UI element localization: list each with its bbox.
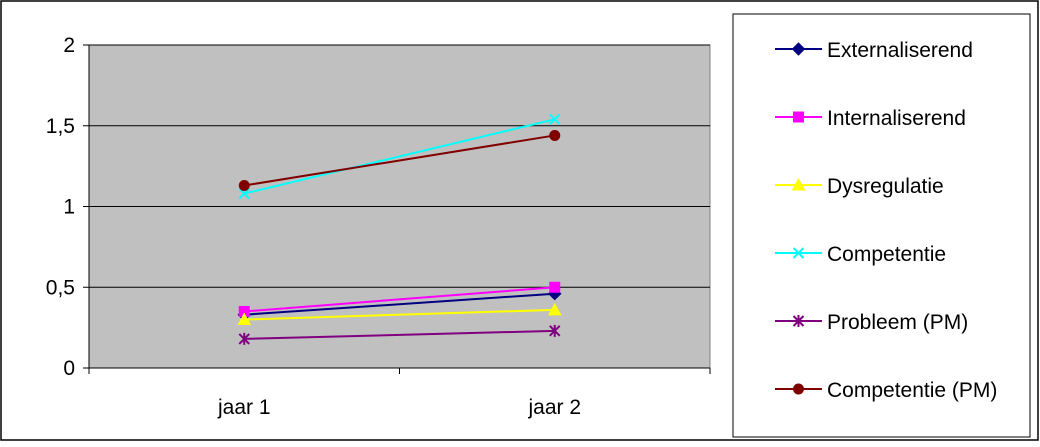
- legend-label: Competentie (PM): [827, 379, 997, 402]
- legend-item: Internaliserend: [775, 107, 966, 130]
- data-point: [238, 180, 250, 192]
- y-tick-label: 2: [63, 34, 75, 57]
- legend-label: Dysregulatie: [827, 175, 944, 198]
- data-point: [793, 383, 804, 395]
- x-tick-label: jaar 1: [217, 396, 271, 419]
- series-probleem-pm: [238, 324, 561, 345]
- data-point: [791, 177, 806, 191]
- legend: Externaliserend Internaliserend Dysregulat…: [775, 39, 997, 402]
- data-point: [791, 42, 806, 56]
- data-point: [237, 312, 252, 326]
- data-point: [238, 332, 250, 345]
- legend-label: Internaliserend: [827, 107, 966, 130]
- gridlines: [89, 44, 710, 288]
- series: [237, 113, 562, 345]
- legend-label: Externaliserend: [827, 39, 973, 62]
- legend-item: Competentie: [775, 243, 946, 266]
- data-point: [549, 324, 561, 337]
- series-line: [244, 292, 555, 316]
- series-line: [244, 308, 555, 321]
- y-tick-label: 1: [63, 196, 75, 219]
- data-point: [547, 302, 562, 316]
- legend-item: Externaliserend: [775, 39, 973, 62]
- data-point: [792, 247, 805, 259]
- x-tick-label: jaar 2: [527, 396, 581, 419]
- data-point: [793, 111, 804, 123]
- legend-item: Probleem (PM): [775, 311, 968, 334]
- y-tick-label: 0,5: [46, 276, 75, 299]
- legend-item: Dysregulatie: [775, 175, 944, 198]
- series-line: [244, 329, 555, 340]
- series-line: [244, 118, 555, 195]
- series-competentie-pm: [238, 129, 561, 192]
- series-line: [244, 134, 555, 187]
- series-dysregulatie: [237, 302, 562, 326]
- legend-item: Competentie (PM): [775, 379, 997, 402]
- data-point: [549, 113, 561, 125]
- legend-label: Competentie: [827, 243, 946, 266]
- legend-label: Probleem (PM): [827, 311, 968, 334]
- series-line: [244, 286, 555, 313]
- series-competentie: [238, 113, 561, 200]
- data-point: [549, 129, 561, 141]
- y-tick-label: 0: [63, 357, 75, 380]
- axes: 0 0,5 1 1,5 2 jaar 1 jaar 2: [46, 34, 711, 419]
- y-tick-label: 1,5: [46, 115, 75, 138]
- data-point: [792, 315, 805, 327]
- data-point: [238, 187, 250, 200]
- legend-box: [732, 13, 1031, 438]
- data-point: [549, 281, 561, 293]
